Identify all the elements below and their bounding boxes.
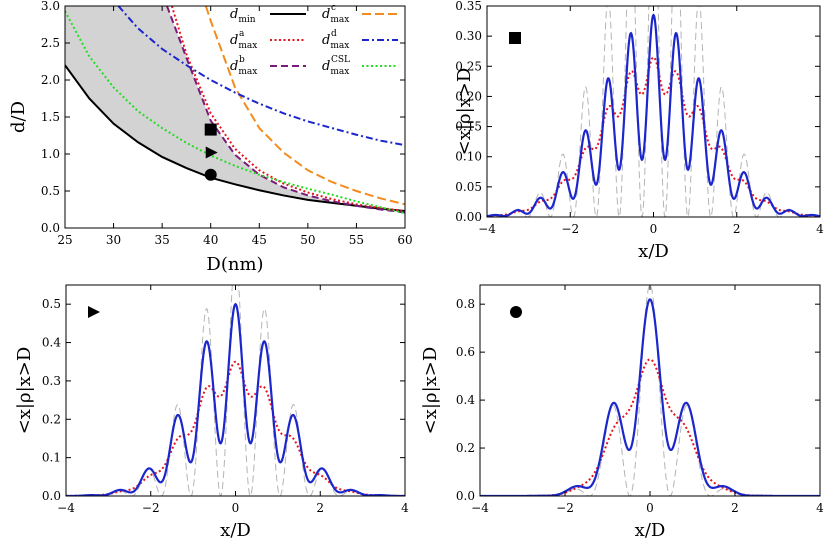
- y-tick-label: 0.4: [42, 336, 61, 350]
- y-tick-label: 0.25: [455, 59, 482, 73]
- x-tick-label: 60: [397, 233, 412, 247]
- y-tick-label: 0.8: [456, 297, 475, 311]
- y-tick-label: 0.30: [455, 29, 482, 43]
- x-tick-label: 50: [300, 233, 315, 247]
- plot-frame: [65, 284, 406, 497]
- y-tick-label: 0.0: [456, 489, 475, 503]
- series-line-grey: [487, 6, 820, 217]
- x-tick-label: 4: [816, 222, 824, 236]
- y-tick-label: 0.4: [456, 393, 475, 407]
- y-tick-label: 0.5: [41, 184, 60, 198]
- triangle-marker: [88, 306, 100, 318]
- series-line-red: [480, 358, 820, 496]
- legend-label: dmaxa: [230, 29, 257, 51]
- x-tick-label: 30: [106, 233, 121, 247]
- y-tick-label: 2.0: [41, 73, 60, 87]
- y-tick-label: 0.35: [455, 0, 482, 13]
- x-tick-label: −2: [142, 501, 160, 515]
- y-axis-label: d/D: [8, 101, 29, 133]
- circle-marker: [204, 168, 217, 181]
- y-tick-label: 2.5: [41, 36, 60, 50]
- y-axis-label: <x|ρ|x>D: [14, 347, 35, 435]
- series-line-blue: [480, 298, 820, 496]
- legend-label: dmaxb: [230, 55, 257, 77]
- y-tick-label: 0.0: [41, 221, 60, 235]
- square-marker: [204, 123, 217, 136]
- x-tick-label: −4: [471, 501, 489, 515]
- y-tick-label: 0.2: [456, 441, 475, 455]
- x-axis-label: x/D: [638, 241, 669, 262]
- x-tick-label: 0: [646, 501, 654, 515]
- x-tick-label: 35: [155, 233, 170, 247]
- x-tick-label: 2: [733, 222, 741, 236]
- plot-frame: [486, 5, 821, 218]
- circle-marker: [510, 306, 522, 318]
- plot-frame: [479, 284, 821, 497]
- y-tick-label: 0.2: [42, 412, 61, 426]
- x-axis-label: D(nm): [206, 254, 263, 275]
- series-line: [170, 6, 405, 212]
- square-marker: [509, 32, 521, 44]
- x-axis-label: x/D: [635, 520, 666, 541]
- x-tick-label: 0: [232, 501, 240, 515]
- chart-density-circle: −4 −2 0 2 4 0.0 0.2 0.4 0.6 0.8 x/D <x|ρ|x>D: [420, 284, 824, 541]
- x-axis-label: x/D: [220, 520, 251, 541]
- y-tick-label: 0.0: [42, 489, 61, 503]
- series-line-grey: [480, 285, 820, 496]
- x-tick-label: 2: [316, 501, 324, 515]
- series-line-blue: [66, 302, 405, 496]
- x-tick-label: 0: [650, 222, 658, 236]
- y-tick-label: 0.15: [455, 120, 482, 134]
- y-tick-label: 0.10: [455, 150, 482, 164]
- series-line-red: [66, 360, 405, 496]
- x-tick-label: 55: [349, 233, 364, 247]
- chart-density-triangle: −4 −2 0 2 4 0.0 0.1 0.2 0.3 0.4 0.5 x/D <x|ρ|x>D: [14, 284, 409, 541]
- y-axis-label: <x|ρ|x>D: [420, 347, 441, 435]
- series-line-grey: [66, 285, 405, 496]
- chart-density-square: −4 −2 0 2 4 0.00 0.05 0.10 0.15 0.20 0.25 0.30 0.35 x…: [454, 0, 824, 262]
- y-tick-label: 0.6: [456, 345, 475, 359]
- x-tick-label: −2: [556, 501, 574, 515]
- series-line: [117, 6, 405, 147]
- series-line: [204, 6, 405, 206]
- y-tick-label: 0.00: [455, 210, 482, 224]
- triangle-marker: [205, 146, 218, 159]
- x-tick-label: 40: [203, 233, 218, 247]
- x-tick-label: 4: [816, 501, 824, 515]
- y-tick-label: 1.5: [41, 110, 60, 124]
- y-tick-label: 0.3: [42, 374, 61, 388]
- x-tick-label: 25: [57, 233, 72, 247]
- series-line-red: [487, 56, 820, 217]
- x-tick-label: −4: [57, 501, 75, 515]
- y-tick-label: 0.5: [42, 297, 61, 311]
- y-tick-label: 0.20: [455, 89, 482, 103]
- y-tick-label: 0.1: [42, 451, 61, 465]
- x-tick-label: −4: [478, 222, 496, 236]
- x-tick-label: −2: [561, 222, 579, 236]
- x-tick-label: 2: [731, 501, 739, 515]
- x-tick-label: 45: [252, 233, 267, 247]
- series-line-blue: [487, 13, 820, 217]
- legend-label: dmin: [230, 7, 256, 25]
- y-tick-label: 0.05: [455, 180, 482, 194]
- y-tick-label: 3.0: [41, 0, 60, 13]
- series-line: [166, 6, 405, 214]
- y-axis-label: <x|ρ|x>D: [454, 68, 475, 156]
- x-tick-label: 4: [401, 501, 409, 515]
- chart-d-vs-D: 25 30 35 40 45 50 55 60 0.0 0.5 1.0 1.5 2.0 2.5 3.0 D(n…: [8, 0, 413, 275]
- y-tick-label: 1.0: [41, 147, 60, 161]
- legend-label: dmaxCSL: [322, 55, 350, 77]
- shaded-region: [65, 6, 405, 213]
- legend-label: dmaxd: [322, 29, 349, 51]
